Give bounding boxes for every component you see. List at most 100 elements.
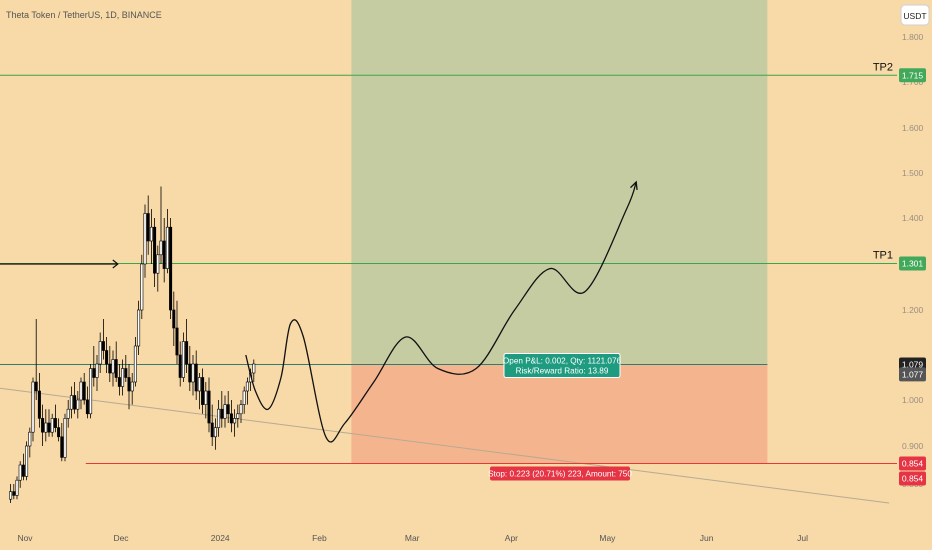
- candle[interactable]: [194, 363, 198, 392]
- candle[interactable]: [220, 408, 224, 419]
- candle[interactable]: [108, 363, 112, 374]
- candle[interactable]: [121, 368, 125, 387]
- candle[interactable]: [111, 359, 115, 374]
- x-tick-label: Jul: [797, 533, 808, 543]
- candle[interactable]: [124, 368, 128, 378]
- candle[interactable]: [66, 408, 70, 419]
- candle[interactable]: [233, 418, 237, 424]
- candle[interactable]: [188, 363, 192, 383]
- stop-price-tag-secondary-text: 0.854: [902, 474, 924, 484]
- candle[interactable]: [34, 381, 38, 392]
- stop-price-tag[interactable]: 0.854: [899, 456, 926, 471]
- candle[interactable]: [175, 327, 179, 356]
- candle[interactable]: [153, 226, 157, 274]
- candle[interactable]: [21, 464, 25, 477]
- candle[interactable]: [18, 464, 22, 481]
- candle[interactable]: [165, 226, 169, 269]
- candle[interactable]: [191, 363, 195, 383]
- candle[interactable]: [31, 381, 35, 433]
- candle[interactable]: [204, 390, 208, 405]
- candle[interactable]: [236, 413, 240, 419]
- tp1-price-tag[interactable]: 1.301: [899, 256, 926, 271]
- last-price-tag-box: [899, 367, 926, 382]
- candle[interactable]: [156, 254, 160, 274]
- candle[interactable]: [95, 363, 99, 378]
- candle[interactable]: [217, 408, 221, 428]
- candle[interactable]: [201, 377, 205, 405]
- candle[interactable]: [239, 404, 243, 415]
- candle[interactable]: [178, 354, 182, 378]
- candle[interactable]: [146, 213, 150, 242]
- candle[interactable]: [44, 422, 48, 433]
- stop-price-tag-secondary-box: [899, 471, 926, 486]
- candle[interactable]: [25, 445, 29, 477]
- candle[interactable]: [140, 263, 144, 311]
- candle[interactable]: [169, 226, 173, 311]
- candle[interactable]: [149, 226, 153, 242]
- candle[interactable]: [101, 341, 105, 351]
- candle[interactable]: [98, 341, 102, 365]
- candle[interactable]: [15, 479, 19, 496]
- candle[interactable]: [159, 240, 163, 256]
- candle[interactable]: [50, 418, 54, 433]
- candle[interactable]: [130, 381, 134, 392]
- projection-path[interactable]: [245, 181, 637, 443]
- candle[interactable]: [92, 368, 96, 378]
- candle[interactable]: [245, 381, 249, 392]
- candle[interactable]: [133, 345, 137, 383]
- candle[interactable]: [57, 427, 61, 438]
- candle[interactable]: [185, 341, 189, 365]
- currency-button[interactable]: USDT: [900, 4, 930, 26]
- x-tick-label: 2024: [211, 533, 230, 543]
- candle[interactable]: [63, 418, 67, 458]
- candle[interactable]: [53, 418, 57, 428]
- candle[interactable]: [226, 404, 230, 415]
- candle[interactable]: [76, 399, 80, 410]
- candle[interactable]: [162, 240, 166, 269]
- candle[interactable]: [28, 431, 32, 447]
- candle[interactable]: [47, 422, 51, 433]
- candle[interactable]: [197, 377, 201, 392]
- tp2-label: TP2: [873, 61, 893, 73]
- candle[interactable]: [79, 381, 83, 401]
- candle[interactable]: [137, 309, 141, 347]
- risk-reward-text: Risk/Reward Ratio: 13.89: [516, 366, 609, 375]
- candle[interactable]: [69, 395, 73, 410]
- candle[interactable]: [229, 413, 233, 424]
- x-tick-label: May: [599, 533, 616, 543]
- candle[interactable]: [143, 213, 147, 265]
- candle[interactable]: [213, 427, 217, 438]
- last-price-tag[interactable]: 1.077: [899, 367, 926, 382]
- stop-info-label[interactable]: Stop: 0.223 (20.71%) 223, Amount: 750: [488, 466, 632, 481]
- candle[interactable]: [252, 363, 256, 374]
- candle[interactable]: [210, 422, 214, 438]
- candle[interactable]: [114, 359, 118, 378]
- stop-info-box: [490, 466, 630, 481]
- candle[interactable]: [172, 309, 176, 329]
- candle[interactable]: [207, 390, 211, 424]
- candle[interactable]: [41, 418, 45, 433]
- candle[interactable]: [223, 404, 227, 419]
- candle[interactable]: [181, 341, 185, 378]
- stop-price-tag-secondary[interactable]: 0.854: [899, 471, 926, 486]
- candle[interactable]: [127, 377, 131, 392]
- candle[interactable]: [73, 395, 77, 410]
- candle[interactable]: [85, 399, 89, 415]
- candle[interactable]: [12, 491, 16, 496]
- currency-button-box: [900, 4, 930, 26]
- candle[interactable]: [242, 390, 246, 405]
- candle[interactable]: [117, 377, 121, 387]
- candle[interactable]: [9, 491, 13, 500]
- candle[interactable]: [82, 381, 86, 401]
- candle[interactable]: [60, 436, 64, 458]
- candle[interactable]: [37, 390, 41, 419]
- position-info-label[interactable]: Open P&L: 0.002, Qty: 1121.076Risk/Rewar…: [503, 352, 622, 378]
- candle[interactable]: [89, 368, 93, 415]
- entry-price-tag-text: 1.079: [902, 360, 924, 370]
- descending-trendline[interactable]: [0, 387, 890, 504]
- tp1-label: TP1: [873, 250, 893, 262]
- position-info-box: [503, 352, 621, 378]
- tp2-price-tag[interactable]: 1.715: [899, 68, 926, 83]
- candle[interactable]: [105, 350, 109, 365]
